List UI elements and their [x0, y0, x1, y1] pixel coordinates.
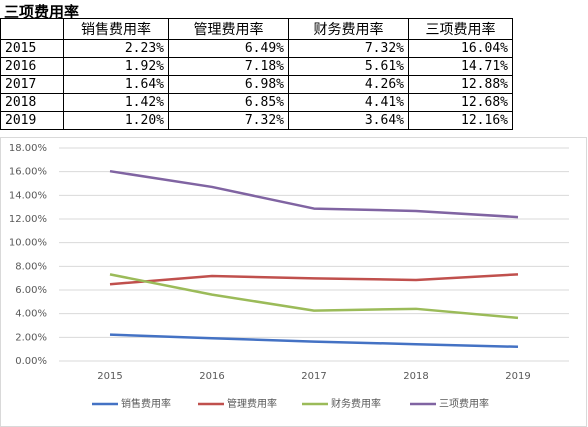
table-cell: 3.64%: [288, 111, 409, 130]
table-cell: 6.49%: [168, 39, 289, 58]
table-cell: 7.32%: [168, 111, 289, 130]
table-row: 2018 1.42% 6.85% 4.41% 12.68%: [0, 93, 513, 112]
data-table: 销售费用率 管理费用率 财务费用率 三项费用率 2015 2.23% 6.49% 7.32% 1…: [0, 18, 513, 130]
chart: 0.00% 2.00% 4.00% 6.00% 8.00% 10.00% 12.00% 14.…: [0, 137, 587, 427]
table-cell: [0, 18, 64, 40]
y-tick-label: 14.00%: [9, 190, 47, 201]
legend-label: 三项费用率: [439, 397, 489, 410]
legend-label: 销售费用率: [121, 397, 171, 410]
table-row: 2016 1.92% 7.18% 5.61% 14.71%: [0, 57, 513, 76]
table-cell: 管理费用率: [168, 18, 289, 40]
table-cell: 6.98%: [168, 75, 289, 94]
table-cell: 16.04%: [408, 39, 513, 58]
y-tick-label: 10.00%: [9, 238, 47, 249]
table-row: 2017 1.64% 6.98% 4.26% 12.88%: [0, 75, 513, 94]
table-row: 2019 1.20% 7.32% 3.64% 12.16%: [0, 111, 513, 130]
line: [109, 273, 519, 320]
table-cell: 2018: [0, 93, 64, 112]
line: [109, 333, 519, 349]
y-tick-label: 2.00%: [15, 332, 47, 343]
y-tick-label: 6.00%: [15, 285, 47, 296]
table-cell: 12.16%: [408, 111, 513, 130]
y-tick-label: 8.00%: [15, 261, 47, 272]
y-tick-label: 4.00%: [15, 309, 47, 320]
table-row: 销售费用率 管理费用率 财务费用率 三项费用率: [0, 18, 513, 40]
table-cell: 12.88%: [408, 75, 513, 94]
legend-label: 管理费用率: [227, 397, 277, 410]
line: [109, 273, 519, 286]
table-cell: 2017: [0, 75, 64, 94]
table-cell: 1.92%: [63, 57, 169, 76]
y-tick-label: 12.00%: [9, 214, 47, 225]
table-cell: 财务费用率: [288, 18, 409, 40]
table-cell: 4.26%: [288, 75, 409, 94]
table-cell: 三项费用率: [408, 18, 513, 40]
table-cell: 2.23%: [63, 39, 169, 58]
x-tick-label: 2015: [97, 371, 122, 382]
table-cell: 销售费用率: [63, 18, 169, 40]
table-cell: 2019: [0, 111, 64, 130]
sheet-title: 三项费用率: [4, 3, 80, 21]
table-cell: 7.32%: [288, 39, 409, 58]
table-cell: 2015: [0, 39, 64, 58]
table-cell: 12.68%: [408, 93, 513, 112]
table-cell: 1.42%: [63, 93, 169, 112]
x-tick-label: 2016: [199, 371, 224, 382]
table-cell: 14.71%: [408, 57, 513, 76]
line: [109, 169, 519, 219]
x-tick-label: 2019: [505, 371, 530, 382]
table-cell: 5.61%: [288, 57, 409, 76]
x-tick-label: 2017: [301, 371, 326, 382]
table-cell: 2016: [0, 57, 64, 76]
table-row: 2015 2.23% 6.49% 7.32% 16.04%: [0, 39, 513, 58]
y-tick-label: 16.00%: [9, 167, 47, 178]
table-cell: 6.85%: [168, 93, 289, 112]
y-tick-label: 0.00%: [15, 356, 47, 367]
y-tick-label: 18.00%: [9, 143, 47, 154]
legend-label: 财务费用率: [331, 397, 381, 410]
table-cell: 7.18%: [168, 57, 289, 76]
chart-area: [0, 137, 587, 427]
table-cell: 4.41%: [288, 93, 409, 112]
table-cell: 1.64%: [63, 75, 169, 94]
x-tick-label: 2018: [403, 371, 428, 382]
table-cell: 1.20%: [63, 111, 169, 130]
